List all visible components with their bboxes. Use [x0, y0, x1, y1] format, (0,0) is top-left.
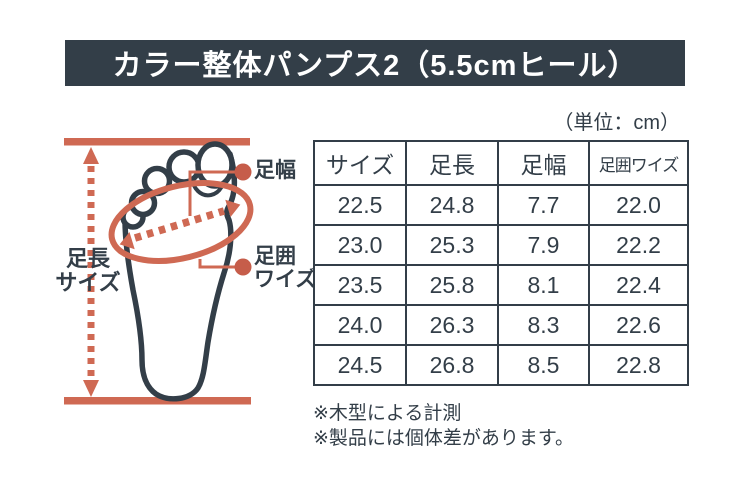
- cell-foot-width: 8.3: [497, 304, 590, 346]
- foot-length-label: 足長 サイズ: [44, 247, 132, 295]
- cell-foot-length: 24.8: [405, 184, 499, 226]
- col-header-foot-length: 足長: [405, 140, 499, 186]
- foot-length-arrowhead-down: [83, 380, 99, 397]
- foot-girth-label-line2: ワイズ: [254, 268, 317, 291]
- footnotes: ※木型による計測 ※製品には個体差があります。: [313, 401, 574, 451]
- cell-foot-girth: 22.4: [588, 264, 689, 306]
- table-row: 24.0 26.3 8.3 22.6: [313, 304, 689, 346]
- foot-measurement-diagram: [64, 138, 254, 405]
- cell-foot-width: 7.9: [497, 224, 590, 266]
- foot-length-label-line2: サイズ: [55, 270, 121, 295]
- foot-girth-callout-line: [198, 259, 236, 269]
- toe-2: [166, 149, 202, 185]
- cell-foot-width: 8.1: [497, 264, 590, 306]
- foot-length-label-line1: 足長: [65, 246, 110, 271]
- foot-girth-label-line1: 足囲: [254, 245, 296, 268]
- table-row: 23.0 25.3 7.9 22.2: [313, 224, 689, 266]
- product-title-banner: カラー整体パンプス2（5.5cmヒール）: [65, 40, 685, 86]
- table-row: 24.5 26.8 8.5 22.8: [313, 344, 689, 386]
- cell-foot-width: 8.5: [497, 344, 590, 386]
- col-header-foot-girth: 足囲ワイズ: [588, 140, 689, 186]
- measure-bar-top: [64, 138, 250, 146]
- table-row: 23.5 25.8 8.1 22.4: [313, 264, 689, 306]
- size-table-header-row: サイズ 足長 足幅 足囲ワイズ: [313, 140, 689, 186]
- cell-foot-length: 25.3: [405, 224, 499, 266]
- table-row: 22.5 24.8 7.7 22.0: [313, 184, 689, 226]
- foot-width-arrowhead-left: [119, 231, 135, 250]
- cell-size: 24.5: [313, 344, 407, 386]
- toe-big: [195, 141, 235, 189]
- cell-foot-length: 25.8: [405, 264, 499, 306]
- foot-length-arrowhead-up: [83, 147, 99, 164]
- cell-foot-girth: 22.2: [588, 224, 689, 266]
- foot-girth-ellipse: [108, 180, 254, 264]
- unit-note: （単位：cm）: [553, 112, 680, 134]
- col-header-size: サイズ: [313, 140, 407, 186]
- foot-girth-label: 足囲 ワイズ: [254, 245, 316, 291]
- cell-size: 22.5: [313, 184, 407, 226]
- cell-size: 23.0: [313, 224, 407, 266]
- footnote-variance: ※製品には個体差があります。: [313, 428, 575, 449]
- size-table: サイズ 足長 足幅 足囲ワイズ 22.5 24.8 7.7 22.0 23.0 …: [313, 140, 689, 386]
- foot-width-callout-dot: [234, 163, 252, 181]
- cell-foot-girth: 22.6: [588, 304, 689, 346]
- cell-size: 24.0: [313, 304, 407, 346]
- cell-foot-length: 26.3: [405, 304, 499, 346]
- footnote-measurement: ※木型による計測: [313, 403, 462, 424]
- cell-foot-length: 26.8: [405, 344, 499, 386]
- cell-foot-girth: 22.0: [588, 184, 689, 226]
- product-title: カラー整体パンプス2（5.5cmヒール）: [112, 50, 638, 82]
- measure-bar-bottom: [64, 397, 251, 405]
- cell-foot-girth: 22.8: [588, 344, 689, 386]
- cell-size: 23.5: [313, 264, 407, 306]
- foot-width-label: 足幅: [254, 159, 296, 182]
- foot-width-arrow-line: [133, 207, 226, 242]
- foot-girth-callout-dot: [234, 258, 252, 276]
- foot-width-arrowhead-right: [225, 199, 241, 218]
- col-header-foot-width: 足幅: [497, 140, 590, 186]
- cell-foot-width: 7.7: [497, 184, 590, 226]
- foot-width-callout-line: [188, 170, 243, 216]
